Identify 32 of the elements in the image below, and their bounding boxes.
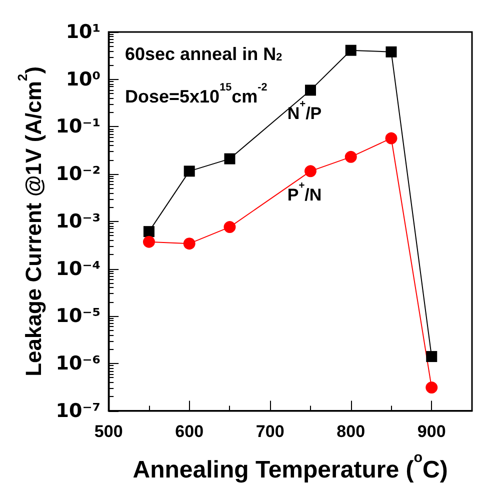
x-tick-label: 900 (417, 422, 446, 441)
x-tick-label: 700 (256, 422, 284, 441)
x-tick-label: 600 (175, 422, 204, 441)
series-label: N+/P (287, 99, 322, 123)
point (184, 166, 195, 177)
y-tick-label: 10⁻⁵ (56, 305, 101, 328)
y-tick-label: 10⁻¹ (56, 116, 101, 138)
point (143, 226, 154, 238)
y-tick-label: 10⁰ (66, 68, 101, 90)
point (426, 382, 438, 394)
y-tick-label: 10⁻⁷ (56, 400, 101, 422)
point (344, 150, 357, 163)
y-tick-label: 10⁻² (56, 163, 101, 186)
point (304, 84, 316, 96)
x-tick-label: 800 (336, 422, 366, 441)
point (224, 153, 236, 164)
point (224, 221, 236, 234)
point (345, 44, 356, 56)
point (385, 132, 398, 144)
y-tick-label: 10⁻⁶ (56, 352, 101, 374)
y-tick-label: 10⁻³ (56, 210, 101, 232)
y-tick-label: 10¹ (66, 21, 101, 43)
annotation: 60sec anneal in N2 (125, 44, 282, 64)
y-tick-label: 10⁻⁴ (56, 258, 101, 280)
y-axis-title: Leakage Current @1V (A/cm2) (15, 66, 46, 376)
point (426, 351, 438, 362)
series-label: P+/N (287, 180, 322, 204)
point (142, 236, 155, 248)
point (386, 46, 397, 58)
x-tick-label: 500 (94, 422, 123, 441)
point (304, 165, 316, 178)
point (183, 238, 196, 250)
